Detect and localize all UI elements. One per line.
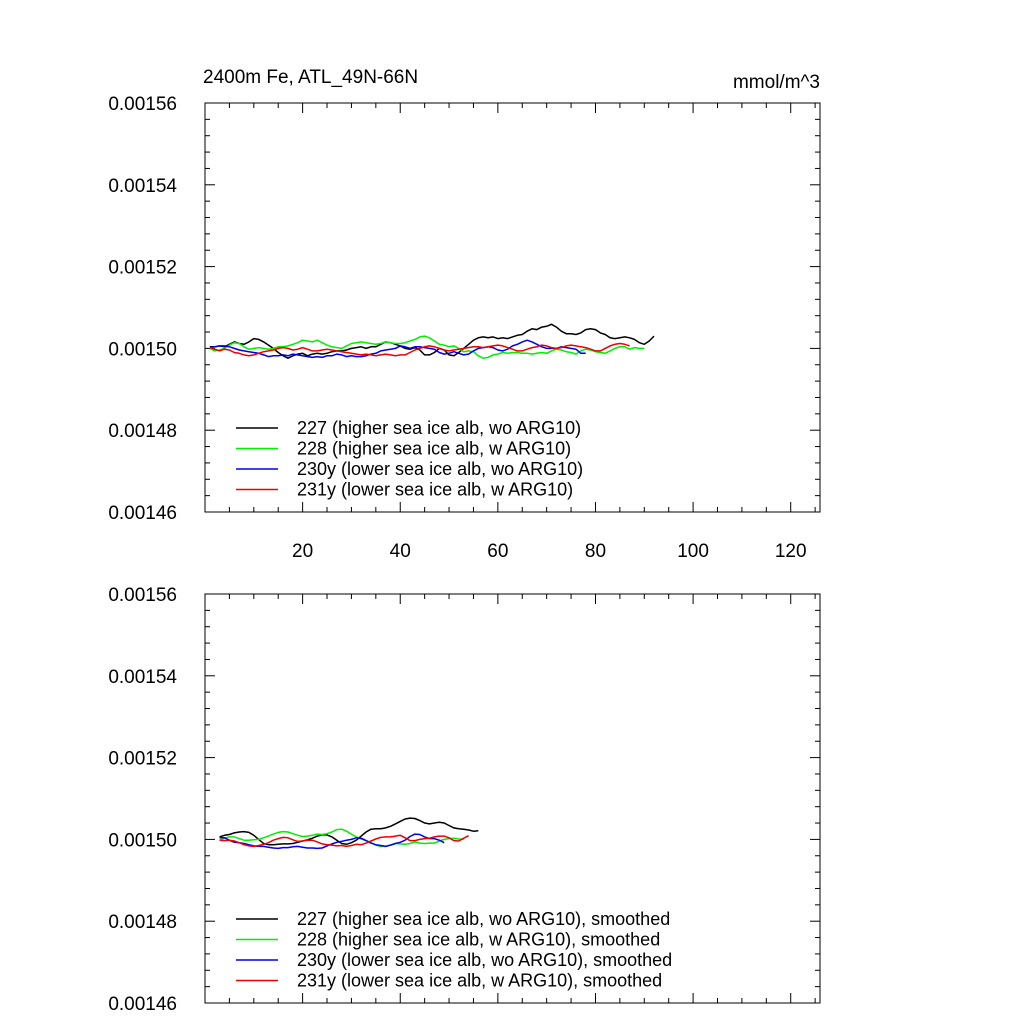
y-tick-label: 0.00156 <box>108 94 177 115</box>
series-line <box>209 339 586 359</box>
series-line <box>209 323 655 359</box>
y-tick-label: 0.00146 <box>108 994 177 1015</box>
series-line <box>219 817 479 846</box>
x-tick-label: 20 <box>292 541 313 562</box>
bottom-panel: 0.00146 0.00148 0.00150 0.00152 0.00154 0.001… <box>108 585 821 1015</box>
x-tick-label: 100 <box>677 541 709 562</box>
chart-units: mmol/m^3 <box>733 72 820 93</box>
plot-frame <box>204 102 821 513</box>
y-tick-label: 0.00152 <box>108 749 177 770</box>
legend-entry: 228 (higher sea ice alb, w ARG10) <box>297 439 571 459</box>
chart-title: 2400m Fe, ATL_49N-66N <box>203 67 418 88</box>
series-line <box>209 342 630 357</box>
y-tick-label: 0.00150 <box>108 830 177 851</box>
series-line <box>209 335 645 359</box>
series-line <box>219 834 469 848</box>
legend-entry: 227 (higher sea ice alb, wo ARG10), smoo… <box>297 909 670 929</box>
y-tick-label: 0.00152 <box>108 258 177 279</box>
top-panel: 2400m Fe, ATL_49N-66N mmol/m^3 0.00146 0.… <box>108 67 821 562</box>
plot-frame <box>204 593 821 1004</box>
x-tick-label: 120 <box>775 541 807 562</box>
legend-entry: 231y (lower sea ice alb, w ARG10), smoot… <box>297 971 662 991</box>
legend-entry: 228 (higher sea ice alb, w ARG10), smoot… <box>297 930 660 950</box>
series-line <box>219 828 464 848</box>
x-tick-label: 60 <box>487 541 508 562</box>
legend-entry: 230y (lower sea ice alb, wo ARG10) <box>297 459 583 479</box>
y-tick-label: 0.00148 <box>108 912 177 933</box>
y-tick-label: 0.00156 <box>108 585 177 606</box>
y-tick-label: 0.00146 <box>108 503 177 524</box>
y-tick-label: 0.00154 <box>108 667 177 688</box>
legend-entry: 227 (higher sea ice alb, wo ARG10) <box>297 418 581 438</box>
y-tick-label: 0.00148 <box>108 421 177 442</box>
x-tick-label: 80 <box>585 541 606 562</box>
y-tick-label: 0.00150 <box>108 339 177 360</box>
x-tick-label: 40 <box>390 541 411 562</box>
legend-entry: 231y (lower sea ice alb, w ARG10) <box>297 480 573 500</box>
y-tick-label: 0.00154 <box>108 176 177 197</box>
legend-entry: 230y (lower sea ice alb, wo ARG10), smoo… <box>297 950 672 970</box>
